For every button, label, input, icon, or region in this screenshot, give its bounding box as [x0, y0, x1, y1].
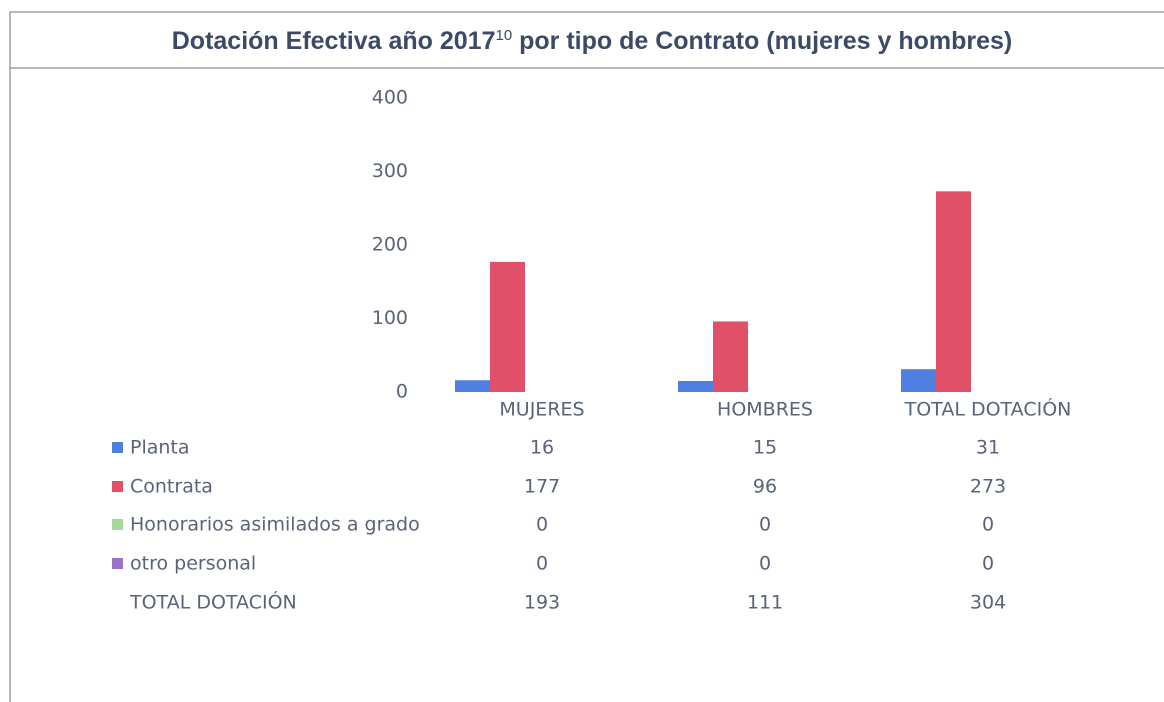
legend-label: Planta — [130, 437, 190, 459]
table-value: 96 — [753, 476, 777, 498]
x-tick-label: MUJERES — [499, 399, 584, 421]
y-tick-label: 400 — [372, 87, 408, 109]
table-value: 0 — [982, 514, 994, 536]
table-value: 177 — [524, 476, 560, 498]
y-tick-label: 300 — [372, 160, 408, 182]
bar — [713, 321, 748, 392]
bar — [490, 261, 525, 392]
legend-label: Contrata — [130, 476, 213, 498]
table-value: 0 — [536, 514, 548, 536]
title-text: Dotación Efectiva año 2017 — [172, 27, 496, 55]
table-value: 0 — [536, 553, 548, 575]
bar — [455, 380, 490, 392]
table-value: 273 — [970, 476, 1006, 498]
table-value: 0 — [759, 553, 771, 575]
table-value: 193 — [524, 592, 560, 614]
x-tick-label: HOMBRES — [717, 399, 813, 421]
table-value: 111 — [747, 592, 783, 614]
y-tick-label: 0 — [396, 381, 408, 403]
bar — [678, 380, 713, 392]
x-tick-label: TOTAL DOTACIÓN — [904, 397, 1072, 421]
table-value: 0 — [759, 514, 771, 536]
legend-swatch — [112, 442, 123, 453]
y-tick-label: 100 — [372, 307, 408, 329]
bar — [901, 369, 936, 392]
table-value: 304 — [970, 592, 1006, 614]
title-footnote: 10 — [495, 27, 512, 44]
chart-title: Dotación Efectiva año 201710 por tipo de… — [172, 27, 1012, 55]
legend-swatch — [112, 519, 123, 530]
legend-label: Honorarios asimilados a grado — [130, 514, 420, 536]
legend-swatch — [112, 558, 123, 569]
legend-label: otro personal — [130, 553, 256, 575]
y-tick-label: 200 — [372, 234, 408, 256]
frame — [9, 11, 1164, 702]
table-value: 15 — [753, 437, 777, 459]
legend-swatch — [112, 481, 123, 492]
bar — [936, 191, 971, 392]
table-value: 31 — [976, 437, 1000, 459]
table-value: 0 — [982, 553, 994, 575]
table-value: 16 — [530, 437, 554, 459]
title-text: por tipo de Contrato (mujeres y hombres) — [512, 27, 1012, 55]
table-row-label: TOTAL DOTACIÓN — [129, 590, 297, 614]
